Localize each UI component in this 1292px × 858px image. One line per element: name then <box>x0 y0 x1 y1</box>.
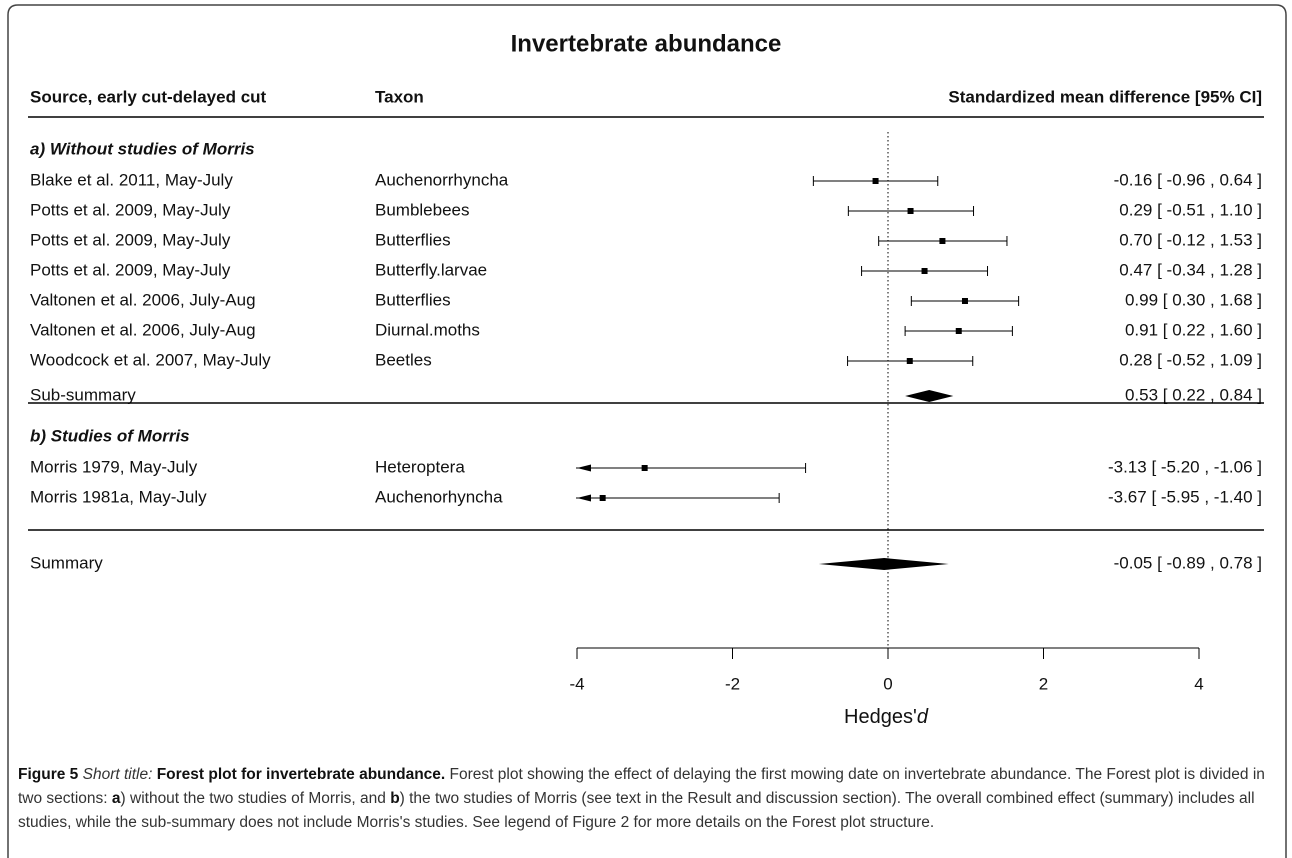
x-tick-label: 0 <box>883 674 892 693</box>
study-taxon: Beetles <box>375 350 432 369</box>
caption-segment: ) without the two studies of Morris, and <box>120 790 391 807</box>
x-tick-label: 2 <box>1039 674 1048 693</box>
study-taxon: Heteroptera <box>375 457 465 476</box>
study-taxon: Bumblebees <box>375 200 470 219</box>
caption-segment: Forest plot for invertebrate abundance. <box>156 766 446 783</box>
ci-arrow <box>577 494 591 502</box>
summary-diamond <box>818 558 949 570</box>
study-source: Valtonen et al. 2006, July-Aug <box>30 290 256 309</box>
x-tick-label: 4 <box>1194 674 1203 693</box>
study-value-label: 0.29 [ -0.51 , 1.10 ] <box>1119 200 1262 219</box>
study-source: Potts et al. 2009, May-July <box>30 200 231 219</box>
caption-segment: Figure 5 <box>18 766 83 783</box>
caption-segment: b <box>390 790 400 807</box>
study-value-label: 0.28 [ -0.52 , 1.09 ] <box>1119 350 1262 369</box>
caption-segment: a <box>111 790 121 807</box>
section-label: b) Studies of Morris <box>30 426 190 445</box>
section-label: a) Without studies of Morris <box>30 139 255 158</box>
study-source: Valtonen et al. 2006, July-Aug <box>30 320 256 339</box>
study-source: Potts et al. 2009, May-July <box>30 230 231 249</box>
chart-title: Invertebrate abundance <box>511 30 782 57</box>
column-header: Taxon <box>375 87 424 106</box>
study-taxon: Butterflies <box>375 230 451 249</box>
x-tick-label: -4 <box>569 674 584 693</box>
point-estimate <box>641 465 648 471</box>
study-value-label: 0.99 [ 0.30 , 1.68 ] <box>1125 290 1262 309</box>
figure-caption: Figure 5 Short title: Forest plot for in… <box>18 763 1280 835</box>
study-value-label: -3.13 [ -5.20 , -1.06 ] <box>1108 457 1262 476</box>
study-source: Blake et al. 2011, May-July <box>30 170 233 189</box>
column-header: Source, early cut-delayed cut <box>30 87 267 106</box>
summary-label: Summary <box>30 553 103 572</box>
caption-segment: Forest plot showing the effect of delayi… <box>18 766 1265 807</box>
study-source: Morris 1979, May-July <box>30 457 198 476</box>
summary-value-label: -0.05 [ -0.89 , 0.78 ] <box>1114 553 1262 572</box>
study-value-label: -3.67 [ -5.95 , -1.40 ] <box>1108 487 1262 506</box>
study-source: Potts et al. 2009, May-July <box>30 260 231 279</box>
study-value-label: 0.47 [ -0.34 , 1.28 ] <box>1119 260 1262 279</box>
summary-diamond <box>905 390 954 402</box>
x-tick-label: -2 <box>725 674 740 693</box>
point-estimate <box>599 495 606 501</box>
point-estimate <box>939 238 946 244</box>
caption-segment: Short title: <box>82 766 157 783</box>
study-source: Woodcock et al. 2007, May-July <box>30 350 271 369</box>
x-axis-label-italic: d <box>917 706 929 728</box>
study-value-label: 0.91 [ 0.22 , 1.60 ] <box>1125 320 1262 339</box>
plot-area <box>576 180 1019 499</box>
column-header: Standardized mean difference [95% CI] <box>948 87 1262 106</box>
caption-segment: ) the two studies of Morris (see text in… <box>18 790 1255 831</box>
summary-value-label: 0.53 [ 0.22 , 0.84 ] <box>1125 385 1262 404</box>
point-estimate <box>961 298 968 304</box>
summary-label: Sub-summary <box>30 385 136 404</box>
point-estimate <box>955 328 962 334</box>
study-taxon: Auchenorhyncha <box>375 487 503 506</box>
study-source: Morris 1981a, May-July <box>30 487 207 506</box>
x-axis-label-text: Hedges' <box>844 706 917 728</box>
point-estimate <box>907 208 914 214</box>
study-taxon: Butterfly.larvae <box>375 260 487 279</box>
x-axis-label: Hedges'd <box>844 706 929 728</box>
point-estimate <box>906 358 913 364</box>
ci-arrow <box>577 464 591 472</box>
study-taxon: Butterflies <box>375 290 451 309</box>
point-estimate <box>921 268 928 274</box>
study-taxon: Auchenorrhyncha <box>375 170 509 189</box>
study-value-label: -0.16 [ -0.96 , 0.64 ] <box>1114 170 1262 189</box>
study-value-label: 0.70 [ -0.12 , 1.53 ] <box>1119 230 1262 249</box>
point-estimate <box>872 178 879 184</box>
frame <box>7 4 1287 858</box>
study-taxon: Diurnal.moths <box>375 320 480 339</box>
